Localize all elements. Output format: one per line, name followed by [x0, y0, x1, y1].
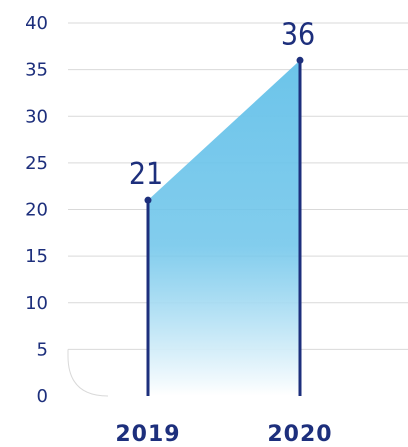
x-tick-label: 2019 — [115, 422, 180, 447]
y-tick-label: 35 — [25, 60, 48, 81]
data-label: 36 — [281, 17, 315, 52]
y-axis-tick-labels: 0 5 10 15 20 25 30 35 40 — [25, 13, 48, 407]
data-point — [296, 56, 304, 64]
y-tick-label: 30 — [25, 106, 48, 127]
data-labels: 21 36 — [129, 17, 315, 192]
y-tick-label: 5 — [37, 339, 48, 360]
x-axis-tick-labels: 2019 2020 — [115, 422, 332, 447]
data-point — [144, 196, 152, 204]
data-label: 21 — [129, 157, 163, 192]
value-stems — [146, 60, 302, 396]
axis-corner — [67, 349, 109, 397]
x-tick-label: 2020 — [267, 422, 332, 447]
y-tick-label: 0 — [37, 386, 48, 407]
y-tick-label: 40 — [25, 13, 48, 34]
area-fill — [148, 60, 300, 397]
data-points — [144, 56, 304, 204]
y-tick-label: 10 — [25, 293, 48, 314]
y-tick-label: 25 — [25, 153, 48, 174]
y-tick-label: 15 — [25, 246, 48, 267]
y-tick-label: 20 — [25, 200, 48, 221]
